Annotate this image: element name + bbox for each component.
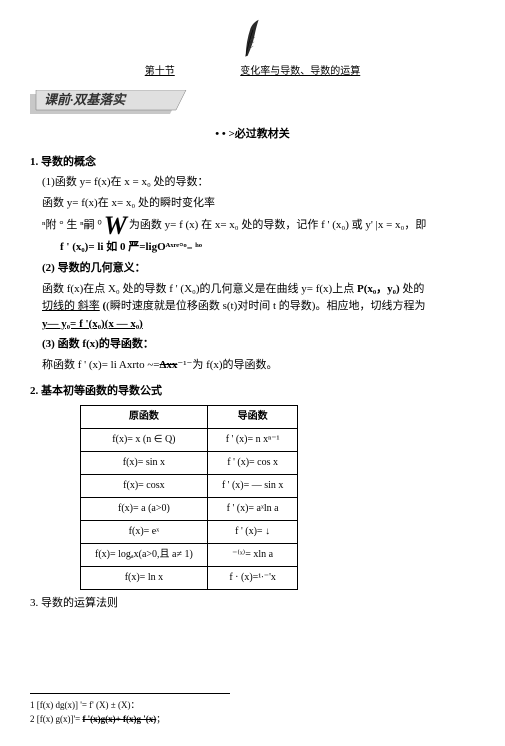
table-cell: f(x)= logₐx(a>0,且 a≠ 1) (81, 544, 208, 567)
item3-title: (3) 函数 f(x)的导函数： (42, 336, 475, 354)
concept-formula1: ⁿ附 ° 生 ⁿ嗣 ⁰ W 为函数 y= f (x) 在 x= x₀ 处的导数，… (42, 216, 475, 237)
table-row: f(x)= sin xf ' (x)= cos x (81, 452, 298, 475)
table-header: 导函数 (207, 406, 298, 429)
table-header-row: 原函数 导函数 (81, 406, 298, 429)
section-title: 变化率与导数、导数的运算 (240, 66, 360, 77)
table-cell: ⁻⁽ˣ⁾= xln a (207, 544, 298, 567)
derivative-table: 原函数 导函数 f(x)= x (n ∈ Q)f ' (x)= n xⁿ⁻¹ f… (80, 405, 298, 590)
table-row: f(x)= x (n ∈ Q)f ' (x)= n xⁿ⁻¹ (81, 429, 298, 452)
concept-formula2: f ' (x₀)= li 如 0 严=ligOᴬˣʳᵉ°ᵒ₋ ʰᵒ (60, 239, 475, 257)
footnote-2b: ； (156, 714, 165, 724)
svg-text:课前·双基落实: 课前·双基落实 (44, 92, 127, 107)
item2-body-c: (瞬时速度就是位移函数 s(t)对时间 t 的导数)。相应地，切线方程为 (106, 300, 425, 312)
table-cell: f ' (x)= n xⁿ⁻¹ (207, 429, 298, 452)
header: 第十节 变化率与导数、导数的运算 (30, 20, 475, 80)
table-row: f(x)= cosxf ' (x)= — sin x (81, 475, 298, 498)
concept-line2: 函数 y= f(x)在 x= x₀ 处的瞬时变化率 (42, 195, 475, 213)
banner-shape-icon: 课前·双基落实 (30, 90, 190, 118)
item2-point: P(x₀，y₀) (357, 283, 400, 295)
concept-title: 1. 导数的概念 (30, 154, 475, 172)
item2-body-a: 函数 f(x)在点 X₀ 处的导数 f ' (X₀)的几何意义是在曲线 y= f… (42, 283, 354, 295)
table-cell: f ' (x)= cos x (207, 452, 298, 475)
table-cell: f(x)= sin x (81, 452, 208, 475)
footnote-2: 2 [f(x) g(x)]'= f '(x)g(x)+ f(x)g '(x)； (30, 712, 230, 726)
item2-body: 函数 f(x)在点 X₀ 处的导数 f ' (X₀)的几何意义是在曲线 y= f… (42, 281, 475, 334)
item2-underline2: y— y₀= f '(x₀)(x — x₀) (42, 316, 143, 334)
big-w-icon: W (104, 216, 127, 237)
table-cell: f ' (x)= ↓ (207, 521, 298, 544)
table-row: f(x)= eˣf ' (x)= ↓ (81, 521, 298, 544)
table-title: 2. 基本初等函数的导数公式 (30, 383, 475, 401)
concept-line1: (1)函数 y= f(x)在 x = x₀ 处的导数： (42, 174, 475, 192)
item2-underline1: 切线的 斜率 (42, 298, 100, 316)
item3-body-b: ⁻¹⁻为 f(x)的导函数。 (177, 359, 277, 371)
banner: 课前·双基落实 (30, 90, 475, 118)
table-cell: f(x)= cosx (81, 475, 208, 498)
table-cell: f ' (x)= — sin x (207, 475, 298, 498)
table-header: 原函数 (81, 406, 208, 429)
item3-body-a: 称函数 f ' (x)= li Axrto ~= (42, 359, 160, 371)
table-cell: f ' (x)= aˣln a (207, 498, 298, 521)
table-cell: f(x)= ln x (81, 567, 208, 590)
footnotes: 1 [f(x) dg(x)] '= f' (X) ± (X)： 2 [f(x) … (30, 693, 230, 727)
table-row: f(x)= logₐx(a>0,且 a≠ 1)⁻⁽ˣ⁾= xln a (81, 544, 298, 567)
table-cell: f · (x)=¹∙⁻'x (207, 567, 298, 590)
section-heading: 第十节 变化率与导数、导数的运算 (30, 63, 475, 81)
section-label: 第十节 (145, 66, 175, 77)
item2-title: (2) 导数的几何意义： (42, 260, 475, 278)
footnote-2-strike: f '(x)g(x)+ f(x)g '(x) (82, 714, 156, 724)
table-row: f(x)= a (a>0)f ' (x)= aˣln a (81, 498, 298, 521)
formula-mid: 为函数 y= f (x) 在 x= x₀ 处的导数，记作 f ' (x₀) 或 … (129, 217, 427, 235)
table-cell: f(x)= a (a>0) (81, 498, 208, 521)
formula-prefix: ⁿ附 ° 生 ⁿ嗣 ⁰ (42, 217, 102, 235)
item3-body: 称函数 f ' (x)= li Axrto ~=Δxx⁻¹⁻为 f(x)的导函数… (42, 357, 475, 375)
table-cell: f(x)= x (n ∈ Q) (81, 429, 208, 452)
table-cell: f(x)= eˣ (81, 521, 208, 544)
rules-title: 3. 导数的运算法则 (30, 595, 475, 613)
footnote-2a: 2 [f(x) g(x)]'= (30, 714, 82, 724)
footnote-1: 1 [f(x) dg(x)] '= f' (X) ± (X)： (30, 698, 230, 712)
item2-body-b: 处的 (402, 283, 424, 295)
item3-strike: Δxx (160, 359, 178, 371)
sub-heading: • • >必过教材关 (30, 126, 475, 144)
feather-icon (232, 17, 272, 66)
table-row: f(x)= ln xf · (x)=¹∙⁻'x (81, 567, 298, 590)
